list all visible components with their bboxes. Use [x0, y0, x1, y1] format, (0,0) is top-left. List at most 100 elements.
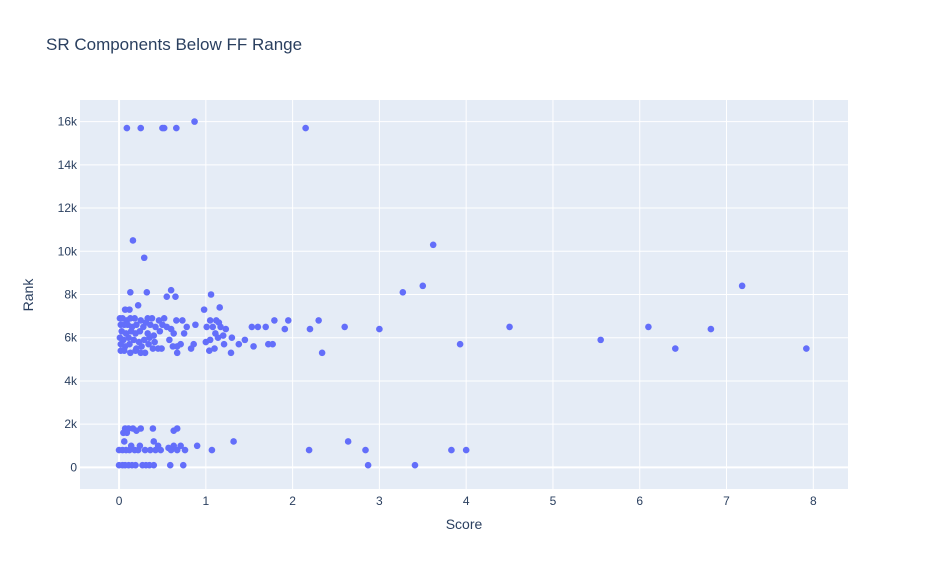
data-point[interactable] — [376, 325, 383, 333]
data-point[interactable] — [154, 345, 162, 352]
data-point[interactable] — [173, 317, 180, 324]
data-point[interactable] — [341, 323, 348, 331]
data-point[interactable] — [126, 446, 133, 454]
data-point[interactable] — [269, 340, 276, 348]
data-point[interactable] — [183, 323, 191, 331]
data-point[interactable] — [738, 282, 746, 290]
data-point[interactable] — [132, 461, 139, 469]
data-point[interactable] — [125, 334, 132, 342]
data-point[interactable] — [137, 124, 145, 132]
data-point[interactable] — [506, 323, 513, 331]
data-point[interactable] — [149, 345, 157, 352]
data-point[interactable] — [177, 340, 184, 348]
data-point[interactable] — [143, 289, 151, 296]
data-point[interactable] — [222, 325, 230, 333]
data-point[interactable] — [150, 461, 158, 469]
data-point[interactable] — [130, 336, 138, 344]
data-point[interactable] — [134, 446, 142, 454]
data-point[interactable] — [160, 124, 168, 132]
data-point[interactable] — [284, 317, 292, 324]
data-point[interactable] — [131, 314, 138, 322]
data-point[interactable] — [262, 323, 270, 331]
data-point[interactable] — [129, 237, 137, 244]
data-point[interactable] — [146, 334, 153, 342]
data-point[interactable] — [146, 321, 154, 329]
data-point[interactable] — [152, 323, 159, 331]
data-point[interactable] — [248, 323, 256, 331]
data-point[interactable] — [179, 317, 186, 324]
data-point[interactable] — [180, 330, 188, 337]
data-point[interactable] — [216, 304, 224, 311]
data-point[interactable] — [399, 289, 407, 296]
data-point[interactable] — [315, 317, 322, 324]
data-point[interactable] — [803, 345, 810, 352]
data-point[interactable] — [149, 425, 157, 432]
data-point[interactable] — [707, 325, 715, 333]
data-point[interactable] — [429, 241, 437, 249]
data-point[interactable] — [152, 446, 159, 454]
data-point[interactable] — [228, 334, 236, 342]
data-point[interactable] — [271, 317, 278, 324]
data-point[interactable] — [133, 321, 140, 329]
data-point[interactable] — [209, 323, 217, 331]
data-point[interactable] — [141, 446, 149, 454]
data-point[interactable] — [127, 349, 134, 357]
data-point[interactable] — [254, 323, 262, 331]
data-point[interactable] — [160, 314, 168, 322]
data-point[interactable] — [126, 340, 133, 348]
data-point[interactable] — [173, 349, 181, 357]
data-point[interactable] — [141, 349, 149, 357]
data-point[interactable] — [214, 334, 222, 342]
data-point[interactable] — [230, 438, 237, 445]
data-point[interactable] — [318, 349, 326, 357]
data-point[interactable] — [123, 124, 131, 132]
data-point[interactable] — [645, 323, 652, 331]
data-point[interactable] — [134, 302, 142, 309]
data-point[interactable] — [203, 323, 210, 331]
data-point[interactable] — [191, 118, 198, 125]
data-point[interactable] — [181, 446, 189, 454]
data-point[interactable] — [167, 446, 175, 454]
data-point[interactable] — [193, 442, 201, 450]
data-point[interactable] — [120, 438, 128, 445]
data-point[interactable] — [411, 461, 419, 469]
data-point[interactable] — [137, 425, 145, 432]
data-point[interactable] — [235, 340, 243, 348]
data-point[interactable] — [163, 293, 171, 300]
data-point[interactable] — [227, 349, 235, 357]
data-point[interactable] — [137, 317, 145, 324]
data-point[interactable] — [206, 317, 214, 324]
data-point[interactable] — [173, 425, 181, 432]
data-point[interactable] — [140, 254, 148, 262]
data-point[interactable] — [281, 325, 289, 333]
data-point[interactable] — [219, 332, 227, 339]
data-point[interactable] — [364, 461, 372, 469]
data-point[interactable] — [462, 446, 470, 454]
data-point[interactable] — [220, 340, 228, 348]
data-point[interactable] — [157, 446, 165, 454]
data-point[interactable] — [456, 340, 464, 348]
data-point[interactable] — [448, 446, 455, 454]
data-point[interactable] — [206, 336, 214, 344]
data-point[interactable] — [250, 343, 257, 350]
data-point[interactable] — [151, 338, 158, 346]
data-point[interactable] — [166, 461, 174, 469]
data-point[interactable] — [200, 306, 208, 313]
data-point[interactable] — [148, 314, 156, 322]
data-point[interactable] — [173, 446, 181, 454]
data-point[interactable] — [173, 124, 180, 132]
data-point[interactable] — [211, 345, 218, 352]
data-point[interactable] — [172, 293, 179, 300]
data-point[interactable] — [170, 330, 178, 337]
data-point[interactable] — [192, 321, 199, 329]
data-point[interactable] — [132, 347, 139, 354]
data-point[interactable] — [217, 323, 224, 331]
data-point[interactable] — [140, 336, 148, 344]
data-point[interactable] — [190, 340, 197, 348]
data-point[interactable] — [207, 291, 215, 298]
data-point[interactable] — [136, 327, 144, 335]
data-point[interactable] — [208, 446, 216, 454]
data-point[interactable] — [126, 306, 133, 313]
data-point[interactable] — [123, 429, 131, 437]
data-point[interactable] — [344, 438, 352, 445]
